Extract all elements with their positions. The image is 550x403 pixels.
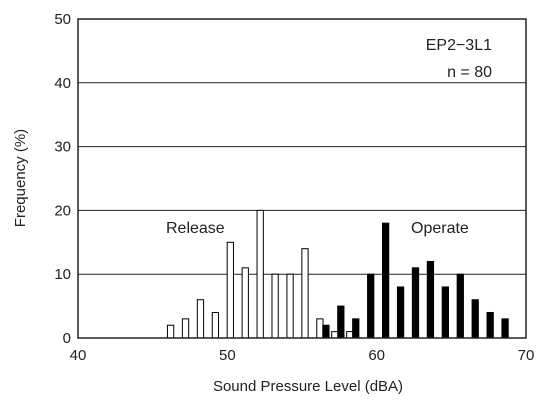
operate-bar	[396, 286, 405, 339]
x-axis-title: Sound Pressure Level (dBA)	[213, 378, 403, 395]
y-tick-label: 40	[54, 75, 71, 92]
x-tick-label: 60	[368, 347, 385, 364]
operate-label: Operate	[411, 220, 469, 237]
y-tick-labels: 0 10 20 30 40 50	[54, 11, 71, 347]
release-bar	[196, 299, 205, 339]
release-bar	[271, 273, 279, 339]
y-tick-label: 30	[54, 139, 71, 156]
y-tick-label: 50	[54, 11, 71, 28]
operate-bar	[367, 273, 375, 339]
operate-bar	[486, 311, 494, 339]
release-bar	[316, 318, 324, 339]
operate-bar	[381, 222, 390, 339]
release-bar	[241, 267, 249, 339]
operate-bar	[337, 305, 345, 339]
y-axis-title: Frequency (%)	[12, 129, 29, 227]
gridlines	[78, 82, 526, 275]
x-tick-labels: 40 50 60 70	[70, 347, 535, 364]
release-bar	[346, 331, 354, 339]
release-bar	[301, 248, 309, 339]
y-tick-label: 10	[54, 266, 71, 283]
release-label: Release	[166, 220, 225, 237]
sample-size-annotation: n = 80	[447, 64, 492, 81]
operate-bar	[426, 260, 435, 339]
y-tick-label: 0	[63, 330, 71, 347]
operate-bar	[322, 324, 330, 339]
x-tick-label: 70	[518, 347, 535, 364]
plot-frame	[77, 18, 527, 339]
operate-bar	[471, 299, 479, 339]
operate-bar	[352, 318, 360, 339]
release-bar	[166, 324, 175, 339]
operate-bar	[456, 273, 464, 339]
release-bar	[256, 209, 264, 339]
model-annotation: EP2−3L1	[426, 37, 492, 54]
operate-bar	[441, 286, 449, 339]
operate-bar	[411, 267, 420, 339]
release-bar	[226, 241, 234, 339]
release-bar	[181, 318, 190, 339]
operate-bar	[501, 318, 509, 339]
y-tick-label: 20	[54, 202, 71, 219]
x-tick-label: 40	[70, 347, 87, 364]
release-bar	[331, 331, 339, 339]
release-bar	[286, 273, 294, 339]
x-tick-label: 50	[219, 347, 236, 364]
release-bar	[211, 311, 220, 339]
